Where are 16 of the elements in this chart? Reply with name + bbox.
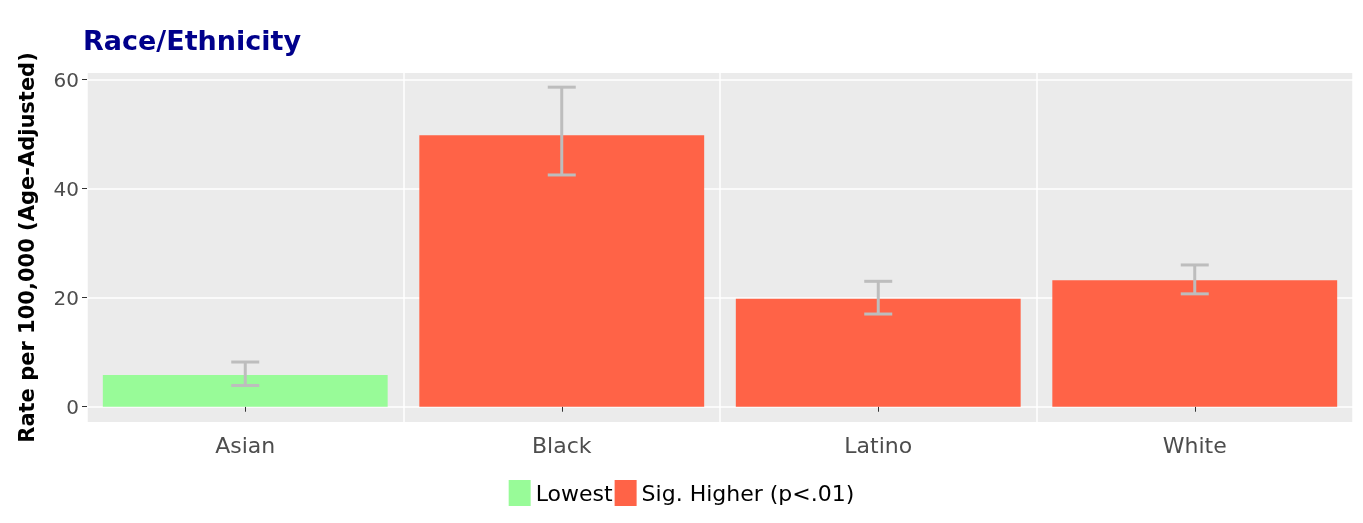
y-tick-label: 40: [53, 176, 79, 201]
bar: [735, 298, 1021, 407]
y-tick-label: 0: [66, 394, 79, 419]
legend-label: Sig. Higher (p<.01): [641, 480, 855, 506]
x-tick-label: Asian: [215, 432, 276, 458]
x-tick-label: Latino: [844, 432, 913, 458]
x-tick-label: Black: [531, 432, 592, 458]
y-axis-title: Rate per 100,000 (Age-Adjusted): [14, 52, 39, 443]
y-tick-label: 20: [53, 285, 79, 310]
x-tick-label: White: [1162, 432, 1227, 458]
legend-label: Lowest: [535, 480, 613, 506]
y-tick-label: 60: [53, 67, 79, 92]
chart-title: Race/Ethnicity: [83, 25, 302, 56]
bar: [1052, 280, 1338, 407]
bar: [419, 135, 705, 407]
bar: [102, 375, 388, 407]
